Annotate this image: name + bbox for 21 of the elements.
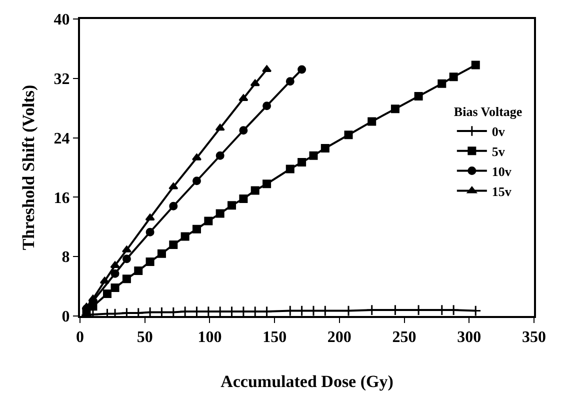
x-tick-label: 350: [522, 329, 546, 346]
legend-label: 5v: [492, 144, 506, 159]
y-tick-label: 32: [54, 71, 70, 88]
x-axis-title: Accumulated Dose (Gy): [220, 372, 394, 392]
y-tick-label: 16: [54, 190, 70, 207]
legend-label: 10v: [492, 164, 512, 179]
x-tick-label: 50: [136, 329, 153, 346]
legend-label: 0v: [492, 124, 506, 140]
x-tick-label: 0: [76, 329, 84, 346]
x-tick-label: 100: [198, 329, 222, 346]
y-tick-label: 24: [54, 130, 70, 148]
legend-label: 15v: [492, 184, 512, 199]
legend-title: Bias Voltage: [454, 104, 522, 120]
y-axis-title: Threshold Shift (Volts): [18, 84, 38, 250]
y-tick-label: 8: [62, 249, 70, 266]
x-tick-label: 300: [457, 329, 482, 346]
x-tick-label: 200: [327, 329, 352, 346]
x-tick-label: 150: [262, 329, 287, 346]
y-tick-label: 40: [54, 12, 70, 29]
x-tick-label: 250: [392, 329, 416, 346]
y-tick-label: 0: [62, 308, 70, 326]
